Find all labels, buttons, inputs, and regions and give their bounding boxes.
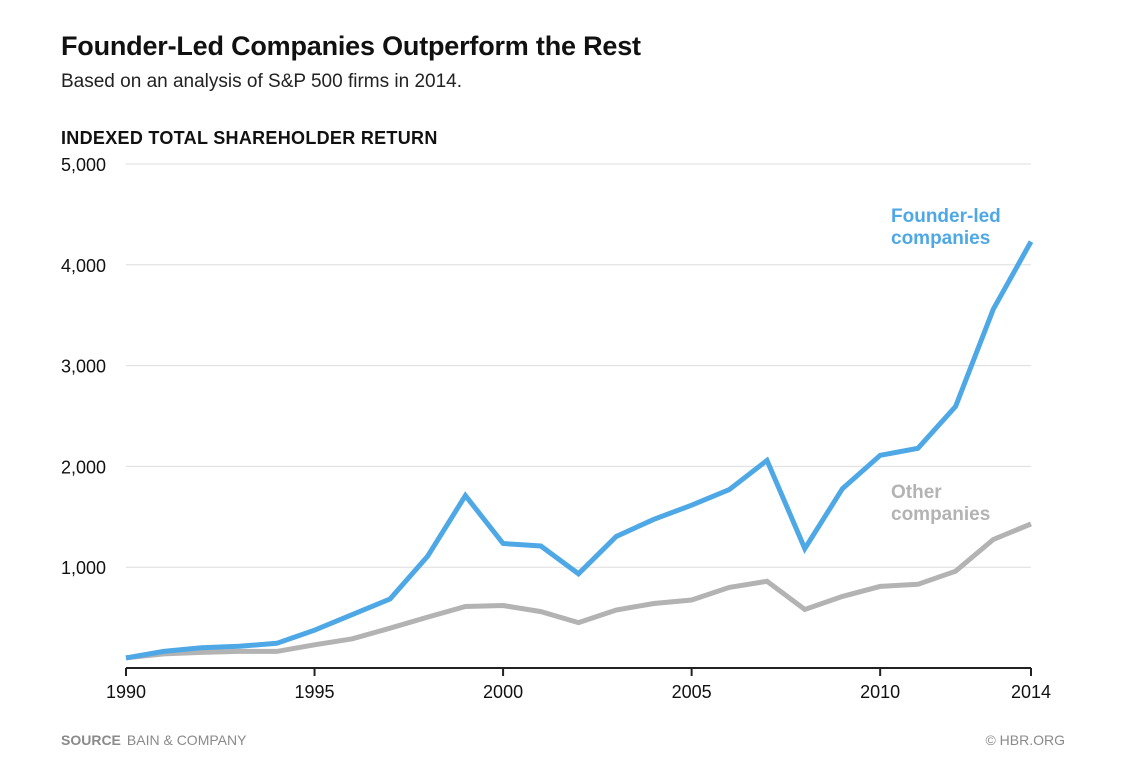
x-tick-label: 1990: [106, 682, 146, 702]
x-tick-label: 1995: [295, 682, 335, 702]
y-axis-ticks: 1,000 2,000 3,000 4,000 5,000: [61, 155, 106, 578]
x-tick-label: 2014: [1011, 682, 1051, 702]
y-tick-label: 1,000: [61, 558, 106, 578]
y-axis-label: INDEXED TOTAL SHAREHOLDER RETURN: [61, 128, 438, 148]
x-tick-label: 2010: [860, 682, 900, 702]
source-label: SOURCE: [61, 732, 121, 748]
series-lines: [125, 240, 1034, 661]
x-tick-label: 2000: [483, 682, 523, 702]
series-label-line: companies: [891, 504, 990, 525]
series-label-line: Founder-led: [891, 206, 1001, 227]
founder-led-line: [125, 240, 1034, 661]
other-companies-label: Other companies: [891, 482, 990, 525]
other-companies-line: [125, 521, 1032, 661]
series-label-line: Other: [891, 482, 942, 503]
founder-led-label: Founder-led companies: [891, 206, 1001, 249]
y-tick-label: 2,000: [61, 457, 106, 477]
y-tick-label: 4,000: [61, 256, 106, 276]
chart-subtitle: Based on an analysis of S&P 500 firms in…: [61, 71, 463, 92]
chart-title: Founder-Led Companies Outperform the Res…: [61, 31, 641, 61]
y-tick-label: 3,000: [61, 357, 106, 377]
series-label-line: companies: [891, 228, 990, 249]
source-text: BAIN & COMPANY: [126, 732, 247, 748]
y-tick-label: 5,000: [61, 155, 106, 175]
source-note: SOURCE BAIN & COMPANY: [61, 732, 246, 748]
credit-note: © HBR.ORG: [985, 732, 1065, 748]
x-axis: 1990 1995 2000 2005 2010 2014: [106, 667, 1051, 702]
x-tick-label: 2005: [672, 682, 712, 702]
gridlines: [126, 163, 1031, 568]
